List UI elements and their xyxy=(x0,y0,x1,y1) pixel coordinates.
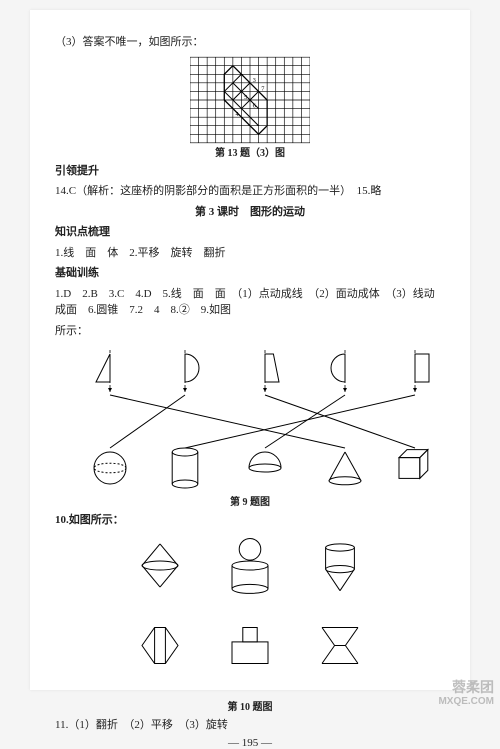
figure-13-3-caption: 第 13 题（3）图 xyxy=(190,144,310,159)
section-yinling: 引领提升 xyxy=(55,163,445,180)
knowledge-1: 1.线 面 体 2.平移 旋转 翻折 xyxy=(55,245,445,262)
base-1: 1.D 2.B 3.C 4.D 5.线 面 面 （1）点动成线 （2）面动成体 … xyxy=(55,286,445,319)
figure-10-caption: 第 10 题图 xyxy=(90,698,410,713)
base-1b: 所示： xyxy=(55,323,445,340)
lesson-title: 第 3 课时 图形的运动 xyxy=(55,204,445,221)
svg-text:3: 3 xyxy=(253,76,256,83)
watermark-site: MXQE.COM xyxy=(438,696,494,708)
answer-10-text: 10.如图所示： xyxy=(55,512,445,529)
watermark: 蓉柔团 MXQE.COM xyxy=(438,679,494,708)
section-jichu: 基础训练 xyxy=(55,265,445,282)
answer-11: 11.（1）翻折 （2）平移 （3）旋转 xyxy=(55,717,445,734)
figure-13-3: 37564 第 13 题（3）图 xyxy=(190,56,310,159)
page-container: （3）答案不唯一，如图所示： 37564 第 13 题（3）图 引领提升 14.… xyxy=(30,10,470,690)
answer-3-text: （3）答案不唯一，如图所示： xyxy=(55,34,445,51)
figure-10: 第 10 题图 xyxy=(90,533,410,713)
figure-9-caption: 第 9 题图 xyxy=(55,493,445,508)
watermark-brand: 蓉柔团 xyxy=(452,679,494,695)
answer-14: 14.C（解析：这座桥的阴影部分的面积是正方形面积的一半） 15.略 xyxy=(55,183,445,200)
figure-9: 第 9 题图 xyxy=(55,343,445,508)
page-number: — 195 — xyxy=(55,737,445,749)
section-zhishidian: 知识点梳理 xyxy=(55,224,445,241)
svg-text:5: 5 xyxy=(244,93,247,100)
